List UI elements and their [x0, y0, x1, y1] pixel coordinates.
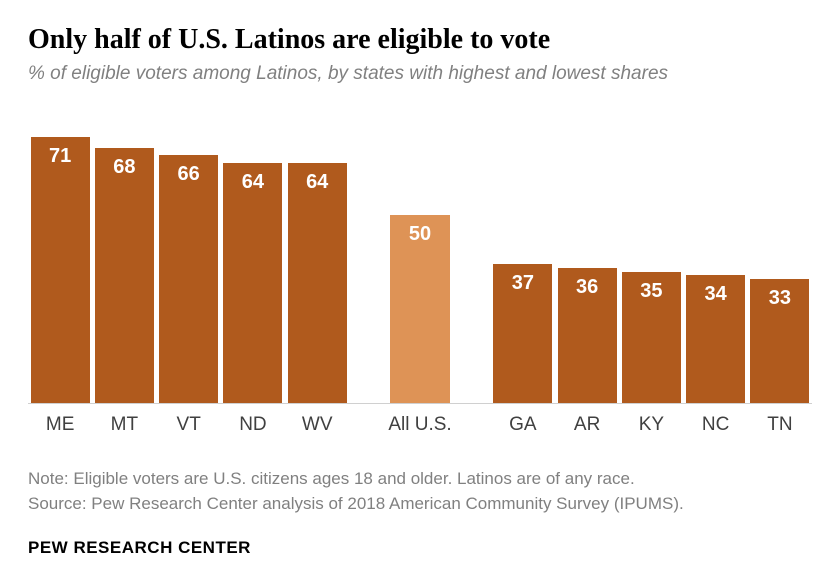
bar-label: TN — [748, 414, 812, 436]
chart-subtitle: % of eligible voters among Latinos, by s… — [28, 62, 812, 86]
bar-value: 33 — [750, 287, 809, 310]
bar-label: WV — [285, 414, 349, 436]
chart-note: Note: Eligible voters are U.S. citizens … — [28, 468, 812, 491]
bar-label: KY — [619, 414, 683, 436]
bar-value: 35 — [622, 280, 681, 303]
group-gap — [349, 414, 388, 436]
bar-slot: 71 — [28, 137, 92, 403]
bar-label: ND — [221, 414, 285, 436]
bar-slot: 37 — [491, 264, 555, 403]
bar-label: All U.S. — [388, 414, 452, 436]
bar-value: 64 — [223, 171, 282, 194]
bar-value: 36 — [558, 276, 617, 299]
bar-value: 64 — [288, 171, 347, 194]
bar: 66 — [159, 155, 218, 403]
chart-source: Source: Pew Research Center analysis of … — [28, 493, 812, 516]
bar-value: 66 — [159, 163, 218, 186]
bar-slot: 33 — [748, 279, 812, 403]
bar: 71 — [31, 137, 90, 403]
bar-value: 50 — [390, 223, 449, 246]
bar-slot: 35 — [619, 272, 683, 403]
bar: 64 — [223, 163, 282, 403]
chart-container: Only half of U.S. Latinos are eligible t… — [0, 0, 840, 576]
bar-value: 34 — [686, 283, 745, 306]
bar-slot: 68 — [92, 148, 156, 403]
bar-slot: 66 — [157, 155, 221, 403]
bar-label: ME — [28, 414, 92, 436]
bar-label: NC — [684, 414, 748, 436]
bar-slot: 64 — [221, 163, 285, 403]
bar-value: 37 — [493, 272, 552, 295]
bar-slot: 50 — [388, 215, 452, 403]
chart-area: 7168666464503736353433 MEMTVTNDWVAll U.S… — [28, 104, 812, 436]
group-gap — [452, 414, 491, 436]
bar-slot: 34 — [684, 275, 748, 403]
bar: 36 — [558, 268, 617, 403]
bar-label: GA — [491, 414, 555, 436]
bar-value: 71 — [31, 145, 90, 168]
bar: 64 — [288, 163, 347, 403]
footer-attribution: PEW RESEARCH CENTER — [28, 538, 812, 558]
bar-slot: 64 — [285, 163, 349, 403]
bar: 34 — [686, 275, 745, 403]
bar: 68 — [95, 148, 154, 403]
bar: 50 — [390, 215, 449, 403]
bar-label: VT — [157, 414, 221, 436]
labels-row: MEMTVTNDWV All U.S. GAARKYNCTN — [28, 414, 812, 436]
bar: 33 — [750, 279, 809, 403]
bar-label: AR — [555, 414, 619, 436]
bars-row: 7168666464503736353433 — [28, 104, 812, 404]
bar-value: 68 — [95, 156, 154, 179]
bar: 37 — [493, 264, 552, 403]
chart-title: Only half of U.S. Latinos are eligible t… — [28, 24, 812, 56]
bar-label: MT — [92, 414, 156, 436]
bar-slot: 36 — [555, 268, 619, 403]
bar: 35 — [622, 272, 681, 403]
